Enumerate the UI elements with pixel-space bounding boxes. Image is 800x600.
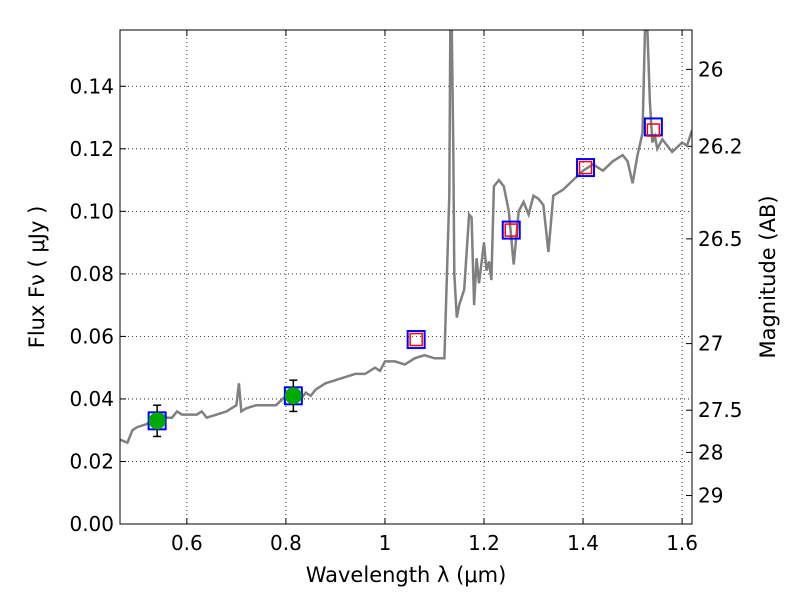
- right-axis-label: Magnitude (AB): [756, 195, 780, 358]
- x-axis-label: Wavelength λ (μm): [306, 563, 507, 587]
- right-tick-label: 26.2: [698, 134, 743, 158]
- y-tick-label: 0.04: [69, 387, 114, 411]
- gridlines: [120, 30, 692, 525]
- y-tick-label: 0.00: [69, 512, 114, 536]
- observed-limit-square: [409, 332, 423, 347]
- y-tick-labels: 0.00 0.02 0.04 0.06 0.08 0.10 0.12 0.14: [69, 74, 114, 536]
- right-tick-label: 29: [698, 484, 723, 508]
- model-band-square: [406, 330, 426, 350]
- y-tick-label: 0.14: [69, 74, 114, 98]
- x-tick-label: 1.6: [666, 531, 698, 555]
- x-tick-label: 1.2: [468, 531, 500, 555]
- x-tick-label: 0.8: [270, 531, 302, 555]
- y-tick-label: 0.08: [69, 262, 114, 286]
- observed-detection-point: [148, 412, 166, 430]
- tick-marks: [120, 30, 692, 525]
- plot-area: [120, 30, 692, 445]
- model-band-square: [576, 158, 596, 178]
- x-tick-label: 1.4: [567, 531, 599, 555]
- model-spectrum-line: [120, 30, 692, 445]
- right-tick-label: 27.5: [698, 398, 743, 422]
- right-tick-label: 26: [698, 57, 723, 81]
- y-tick-label: 0.10: [69, 199, 114, 223]
- y-tick-label: 0.06: [69, 324, 114, 348]
- x-tick-labels: 0.6 0.8 1 1.2 1.4 1.6: [171, 531, 698, 555]
- y-axis-label: Flux Fν ( μJy ): [25, 206, 49, 349]
- x-tick-label: 1: [379, 531, 392, 555]
- observed-limit-square: [646, 123, 661, 137]
- markers: [147, 117, 663, 438]
- right-tick-labels: 26 26.2 26.5 27 27.5 28 29: [698, 57, 743, 507]
- right-tick-label: 28: [698, 440, 723, 464]
- y-tick-label: 0.02: [69, 449, 114, 473]
- right-tick-label: 27: [698, 332, 723, 356]
- plot-frame: [119, 29, 693, 525]
- model-band-square: [501, 220, 521, 240]
- observed-detection-point: [284, 387, 302, 405]
- observed-limit-square: [578, 160, 593, 175]
- right-tick-label: 26.5: [698, 227, 743, 251]
- y-tick-label: 0.12: [69, 137, 114, 161]
- x-tick-label: 0.6: [171, 531, 203, 555]
- observed-limit-square: [504, 223, 518, 237]
